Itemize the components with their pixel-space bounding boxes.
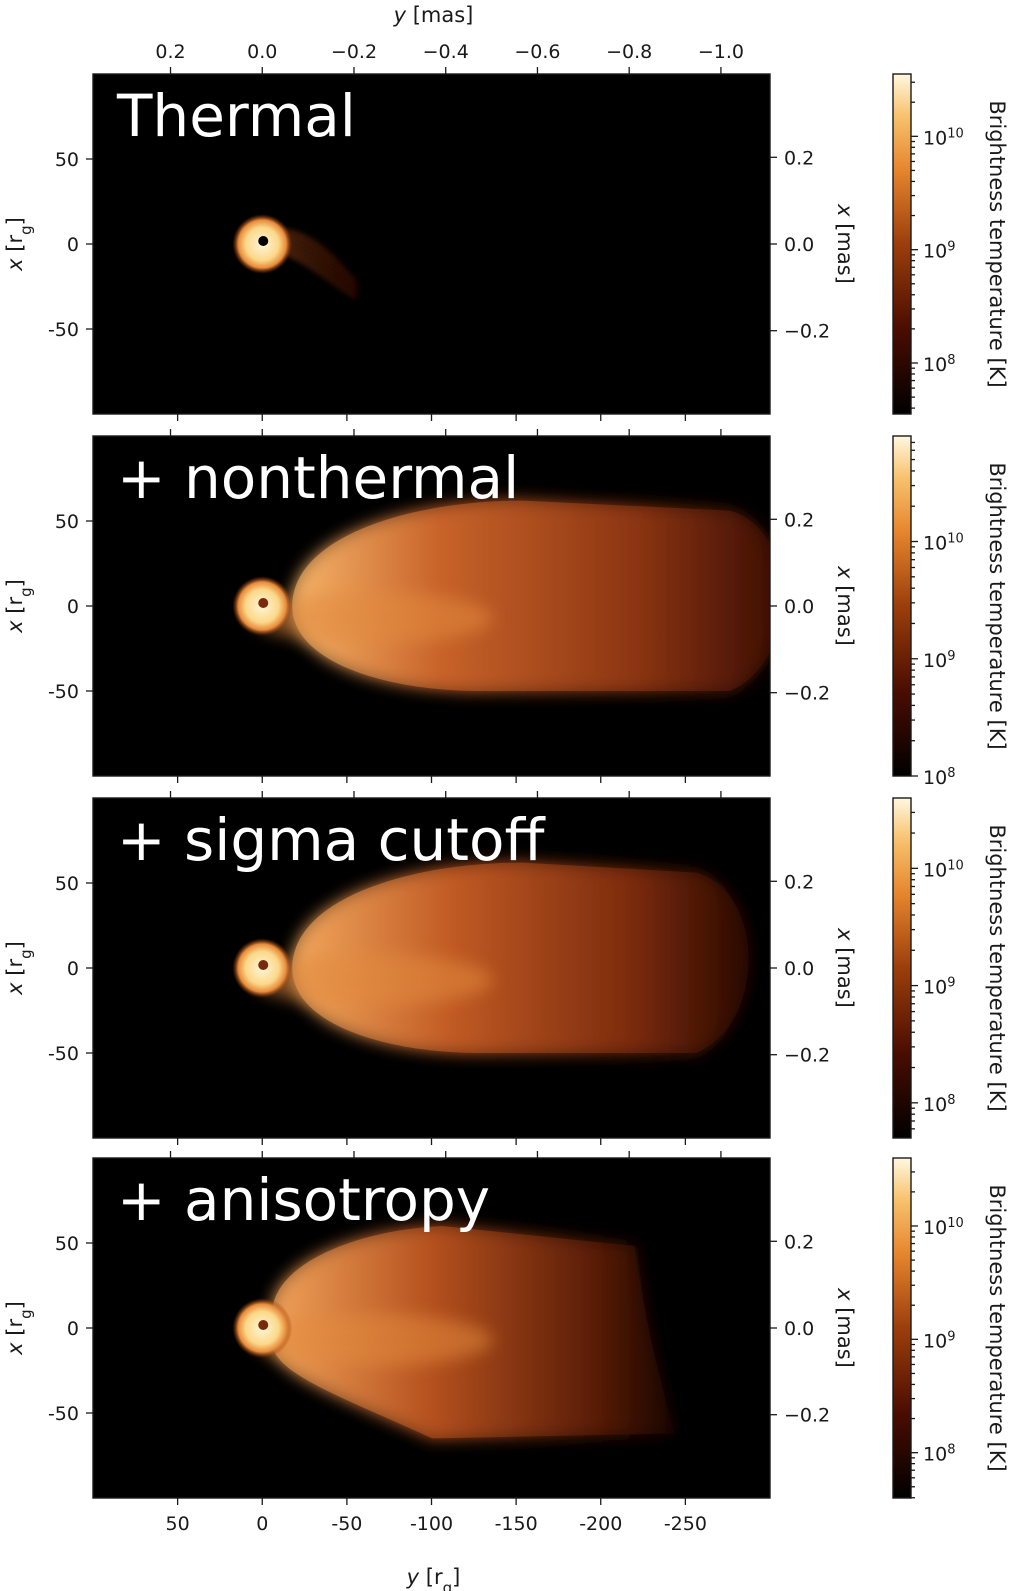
panel-1: Thermal 0.2 0.0 −0.2 −0.4 −0.6 −0.8 −1.0 50 0 -50 0… [3,41,1009,421]
left-tick-label: -50 [48,1043,79,1065]
top-tick-label: −0.6 [514,41,560,63]
colorbar-frame [892,797,912,1139]
right-tick-label: −0.2 [784,1405,830,1427]
left-tick-label: 50 [55,149,79,171]
right-tick-label: 0.2 [784,871,814,893]
colorbar-tick-label: 109 [923,239,955,263]
bottom-tick-label: -100 [410,1513,453,1535]
emission-map [232,214,359,301]
colorbar-frame [892,435,912,777]
shadow [258,236,269,246]
colorbar-tick-label: 108 [923,1442,955,1466]
bottom-tick-label: -250 [664,1513,707,1535]
left-tick-label: -50 [48,319,79,341]
emission-map [232,862,749,1053]
jet-emission-core [292,500,770,691]
colorbar-tick-label: 1010 [923,126,964,150]
right-tick-label: −0.2 [784,683,830,705]
panel-2: + nonthermal 50 0 -50 0.2 0.0 −0.2 x [rg] x [mas… [3,429,1009,789]
top-tick-label: −0.2 [331,41,377,63]
right-tick-label: 0.2 [784,147,814,169]
right-tick-label: 0.0 [784,1318,814,1340]
jet-inner-streak [252,592,493,644]
panel-title: + sigma cutoff [117,806,547,874]
panel-title: + nonthermal [117,444,519,512]
emission-map [232,1226,675,1439]
colorbar [893,436,911,776]
colorbar-tick-label: 109 [923,975,955,999]
left-axis-label: x [rg] [3,1301,35,1356]
top-tick-label: −0.8 [606,41,652,63]
panel-3: + sigma cutoff 50 0 -50 0.2 0.0 −0.2 x [rg] x [m… [3,791,1009,1145]
right-tick-label: −0.2 [784,1045,830,1067]
bottom-tick-label: -200 [579,1513,622,1535]
colorbar-tick-label: 108 [923,353,955,377]
shadow [258,960,269,970]
left-tick-label: -50 [48,1403,79,1425]
colorbar-frame [892,1157,912,1499]
left-tick-label: 50 [55,873,79,895]
colorbar [893,74,911,414]
top-tick-label: −1.0 [698,41,744,63]
left-tick-label: 0 [67,596,79,618]
right-tick-label: −0.2 [784,321,830,343]
left-tick-label: -50 [48,681,79,703]
panel-title: + anisotropy [117,1166,490,1234]
right-axis-label: x [mas] [833,565,857,646]
colorbar-tick-label: 109 [923,648,955,672]
left-tick-label: 50 [55,1233,79,1255]
left-tick-label: 0 [67,958,79,980]
bottom-tick-label: 50 [166,1513,190,1535]
bottom-tick-label: -50 [331,1513,362,1535]
right-tick-label: 0.2 [784,1231,814,1253]
left-axis-label: x [rg] [3,579,35,634]
left-axis-label: x [rg] [3,941,35,996]
top-tick-label: 0.2 [155,41,185,63]
jet-inner-streak [252,954,493,1006]
shadow [258,1320,269,1330]
left-tick-label: 0 [67,234,79,256]
top-tick-label: 0.0 [247,41,277,63]
left-axis-label: x [rg] [3,217,35,272]
right-tick-label: 0.0 [784,958,814,980]
jet-inner-streak [252,1314,493,1366]
shadow [258,598,269,608]
colorbar-tick-label: 108 [923,1092,955,1116]
colorbar-tick-label: 108 [923,766,955,790]
bottom-axis-label: y [rg] [406,1565,461,1591]
colorbar [893,1158,911,1498]
colorbar-tick-label: 1010 [923,858,964,882]
left-tick-label: 50 [55,511,79,533]
bottom-tick-label: -150 [495,1513,538,1535]
panel-title: Thermal [116,82,356,150]
jet-emission-core [292,862,749,1053]
right-axis-label: x [mas] [833,203,857,284]
colorbar-tick-label: 109 [923,1329,955,1353]
right-axis-label: x [mas] [833,1287,857,1368]
top-tick-label: −0.4 [423,41,469,63]
bottom-tick-label: 0 [256,1513,268,1535]
colorbar [893,798,911,1138]
colorbar-label: Brightness temperature [K] [985,100,1009,387]
right-tick-label: 0.2 [784,509,814,531]
image-background [93,74,770,414]
emission-map [232,500,770,691]
colorbar-tick-label: 1010 [923,1216,964,1240]
top-axis-label: y [mas] [393,3,474,27]
colorbar-frame [892,73,912,415]
left-tick-label: 0 [67,1318,79,1340]
right-axis-label: x [mas] [833,927,857,1008]
colorbar-label: Brightness temperature [K] [985,824,1009,1111]
panel-4: + anisotropy 50 0 -50 -100 -150 -200 -250 50 0 -50… [3,1151,1009,1535]
colorbar-label: Brightness temperature [K] [985,1184,1009,1471]
right-tick-label: 0.0 [784,234,814,256]
colorbar-tick-label: 1010 [923,531,964,555]
right-tick-label: 0.0 [784,596,814,618]
colorbar-label: Brightness temperature [K] [985,462,1009,749]
